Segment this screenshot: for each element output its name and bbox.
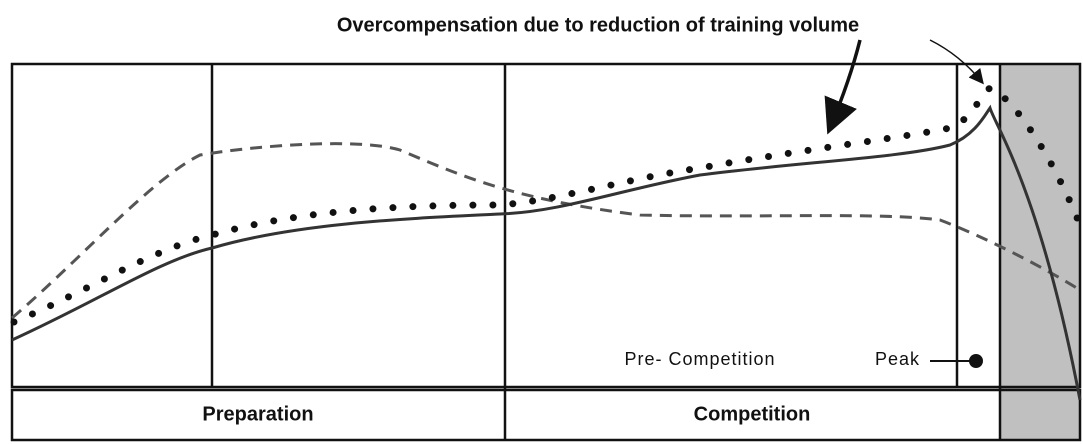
main-frame: [10, 62, 1082, 389]
volume-curve: [11, 142, 1081, 320]
annotation: Overcompensation due to reduction of tra…: [337, 14, 859, 36]
peak-label: Peak: [875, 349, 920, 369]
phase-label: Competition: [694, 403, 811, 425]
performance-curve: [11, 104, 1082, 401]
pre-competition-label: Pre- Competition: [624, 349, 775, 369]
intensity-curve: [10, 84, 1083, 326]
annotation-arrow: [929, 39, 984, 85]
peak-dot: [969, 354, 983, 368]
phase-band: [10, 388, 1082, 442]
annotation-arrow: [824, 39, 862, 135]
phase-label: Preparation: [202, 403, 313, 425]
peak-shade: [1000, 64, 1080, 440]
